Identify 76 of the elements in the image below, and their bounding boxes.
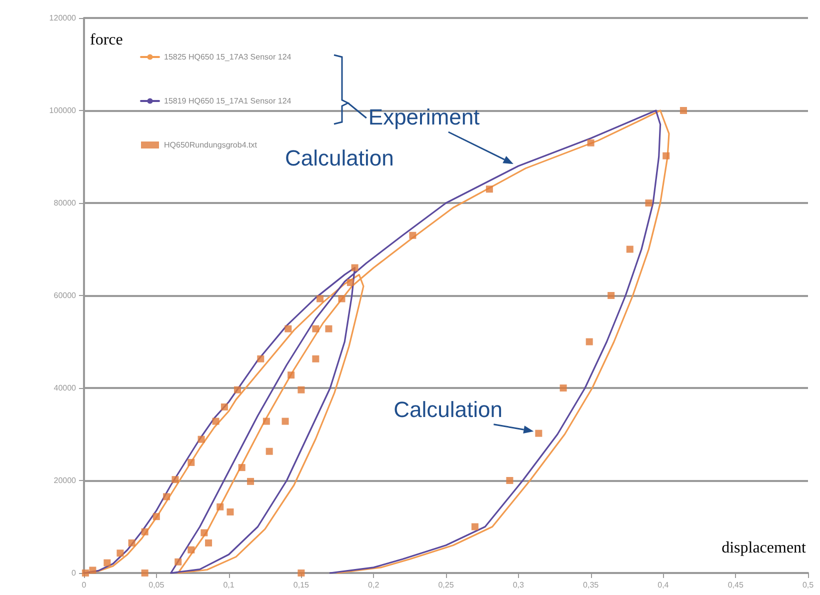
point (198, 436, 205, 443)
point (338, 295, 346, 302)
point (587, 139, 594, 146)
point (351, 264, 358, 272)
x-tick-label: 0,35 (583, 580, 600, 590)
y-tick-label: 60000 (54, 291, 77, 300)
x-axis-title: displacement (722, 540, 807, 556)
x-tick-label: 0,2 (368, 580, 380, 590)
point (257, 355, 264, 362)
point (298, 570, 305, 576)
point (216, 503, 224, 510)
point (506, 477, 514, 484)
point (346, 279, 354, 286)
point (312, 355, 320, 362)
y-tick-label: 40000 (54, 384, 77, 392)
point (645, 200, 652, 206)
point (89, 566, 96, 574)
point (409, 232, 416, 239)
x-tick-label: 0 (82, 580, 87, 590)
point (471, 523, 478, 530)
annotation: Experiment (368, 104, 480, 130)
y-tick-label: 20000 (54, 476, 77, 485)
point (226, 508, 234, 516)
point (116, 550, 124, 557)
point (234, 386, 241, 394)
point (284, 325, 292, 332)
point (262, 418, 270, 425)
point (662, 152, 670, 160)
point (282, 418, 289, 425)
point (535, 430, 542, 437)
point (220, 403, 228, 410)
y-tick-label: 120000 (49, 14, 77, 22)
y-axis-title: force (90, 32, 123, 48)
point (680, 107, 687, 114)
point (586, 338, 593, 346)
legend-label: 15819 HQ650 15_17A1 Sensor 124 (164, 96, 292, 106)
point (152, 513, 160, 520)
point (104, 559, 111, 566)
point (212, 418, 220, 425)
point (128, 539, 136, 546)
point (141, 528, 148, 536)
point (200, 529, 208, 536)
x-tick-label: 0,4 (658, 580, 670, 590)
x-tick-label: 0,25 (438, 580, 454, 590)
point (325, 325, 332, 332)
point (188, 546, 195, 554)
point (238, 464, 246, 472)
legend-label: HQ650Rundungsgrob4.txt (164, 140, 258, 150)
x-tick-label: 0,45 (728, 580, 744, 590)
point (266, 448, 273, 455)
point (141, 570, 148, 576)
point (174, 558, 182, 566)
point (486, 186, 493, 193)
y-tick-label: 0 (72, 568, 77, 578)
annotation: Calculation (285, 146, 394, 170)
point (288, 372, 295, 379)
point (247, 478, 254, 485)
x-tick-label: 0,1 (223, 580, 235, 590)
point (608, 292, 615, 299)
point (316, 295, 324, 302)
point (626, 246, 634, 253)
x-tick-label: 0,3 (512, 580, 525, 590)
point (298, 386, 305, 394)
legend-label: 15825 HQ650 15_17A3 Sensor 124 (164, 52, 292, 62)
x-tick-label: 0,5 (802, 580, 814, 590)
point (560, 384, 567, 392)
point (312, 325, 320, 332)
point (205, 539, 212, 546)
point (163, 493, 170, 500)
y-tick-label: 80000 (54, 198, 77, 208)
point (172, 476, 179, 484)
x-tick-label: 0,15 (293, 580, 310, 590)
point (188, 458, 195, 466)
x-tick-label: 0,05 (148, 580, 165, 590)
y-tick-label: 100000 (49, 106, 77, 115)
annotation: Calculation (394, 396, 503, 422)
